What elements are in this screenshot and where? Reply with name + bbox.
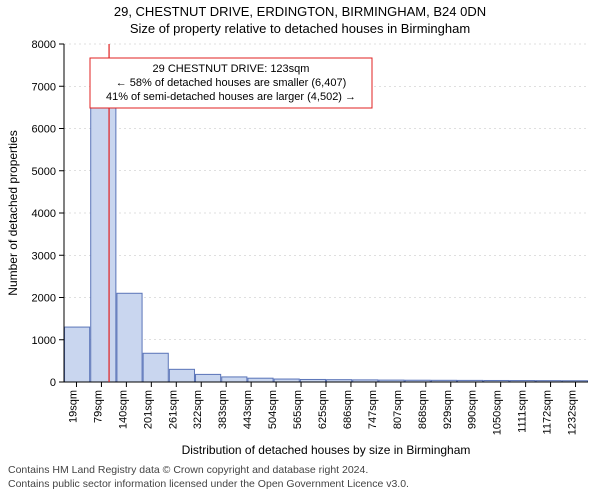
page-title-2: Size of property relative to detached ho… [0,21,600,36]
svg-text:← 58% of detached houses are s: ← 58% of detached houses are smaller (6,… [116,77,347,89]
svg-text:383sqm: 383sqm [217,390,229,429]
svg-text:Distribution of detached house: Distribution of detached houses by size … [182,443,471,457]
footer-line-1: Contains HM Land Registry data © Crown c… [8,464,592,478]
svg-text:747sqm: 747sqm [367,390,379,429]
svg-text:29 CHESTNUT DRIVE: 123sqm: 29 CHESTNUT DRIVE: 123sqm [153,63,310,75]
svg-text:1000: 1000 [32,335,56,347]
svg-text:6000: 6000 [32,124,56,136]
svg-text:7000: 7000 [32,81,56,93]
svg-text:201sqm: 201sqm [142,390,154,429]
svg-text:140sqm: 140sqm [117,390,129,429]
svg-text:443sqm: 443sqm [242,390,254,429]
svg-text:686sqm: 686sqm [342,390,354,429]
svg-text:807sqm: 807sqm [392,390,404,429]
svg-text:0: 0 [50,377,56,389]
svg-text:929sqm: 929sqm [442,390,454,429]
svg-text:5000: 5000 [32,166,56,178]
footer-line-2: Contains public sector information licen… [8,478,592,492]
svg-text:8000: 8000 [32,39,56,51]
svg-text:504sqm: 504sqm [267,390,279,429]
svg-text:1050sqm: 1050sqm [492,390,504,435]
svg-text:3000: 3000 [32,250,56,262]
svg-text:625sqm: 625sqm [317,390,329,429]
svg-text:2000: 2000 [32,293,56,305]
svg-text:1111sqm: 1111sqm [517,390,529,433]
svg-text:322sqm: 322sqm [192,390,204,429]
footer-attribution: Contains HM Land Registry data © Crown c… [0,460,600,491]
svg-text:79sqm: 79sqm [92,390,104,423]
svg-text:19sqm: 19sqm [67,390,79,423]
chart-svg: 0 1000 2000 3000 4000 5000 6000 7000 8000 19sqm 79… [0,36,600,460]
svg-text:1232sqm: 1232sqm [567,390,579,435]
svg-text:4000: 4000 [32,208,56,220]
svg-text:261sqm: 261sqm [167,390,179,429]
svg-text:565sqm: 565sqm [292,390,304,429]
page-title-1: 29, CHESTNUT DRIVE, ERDINGTON, BIRMINGHA… [0,4,600,19]
svg-text:990sqm: 990sqm [467,390,479,429]
svg-text:41% of semi-detached houses ar: 41% of semi-detached houses are larger (… [106,91,356,103]
svg-text:Number of detached properties: Number of detached properties [6,130,20,295]
svg-text:868sqm: 868sqm [417,390,429,429]
svg-text:1172sqm: 1172sqm [542,390,554,434]
histogram-chart: 0 1000 2000 3000 4000 5000 6000 7000 8000 19sqm 79… [0,36,600,460]
